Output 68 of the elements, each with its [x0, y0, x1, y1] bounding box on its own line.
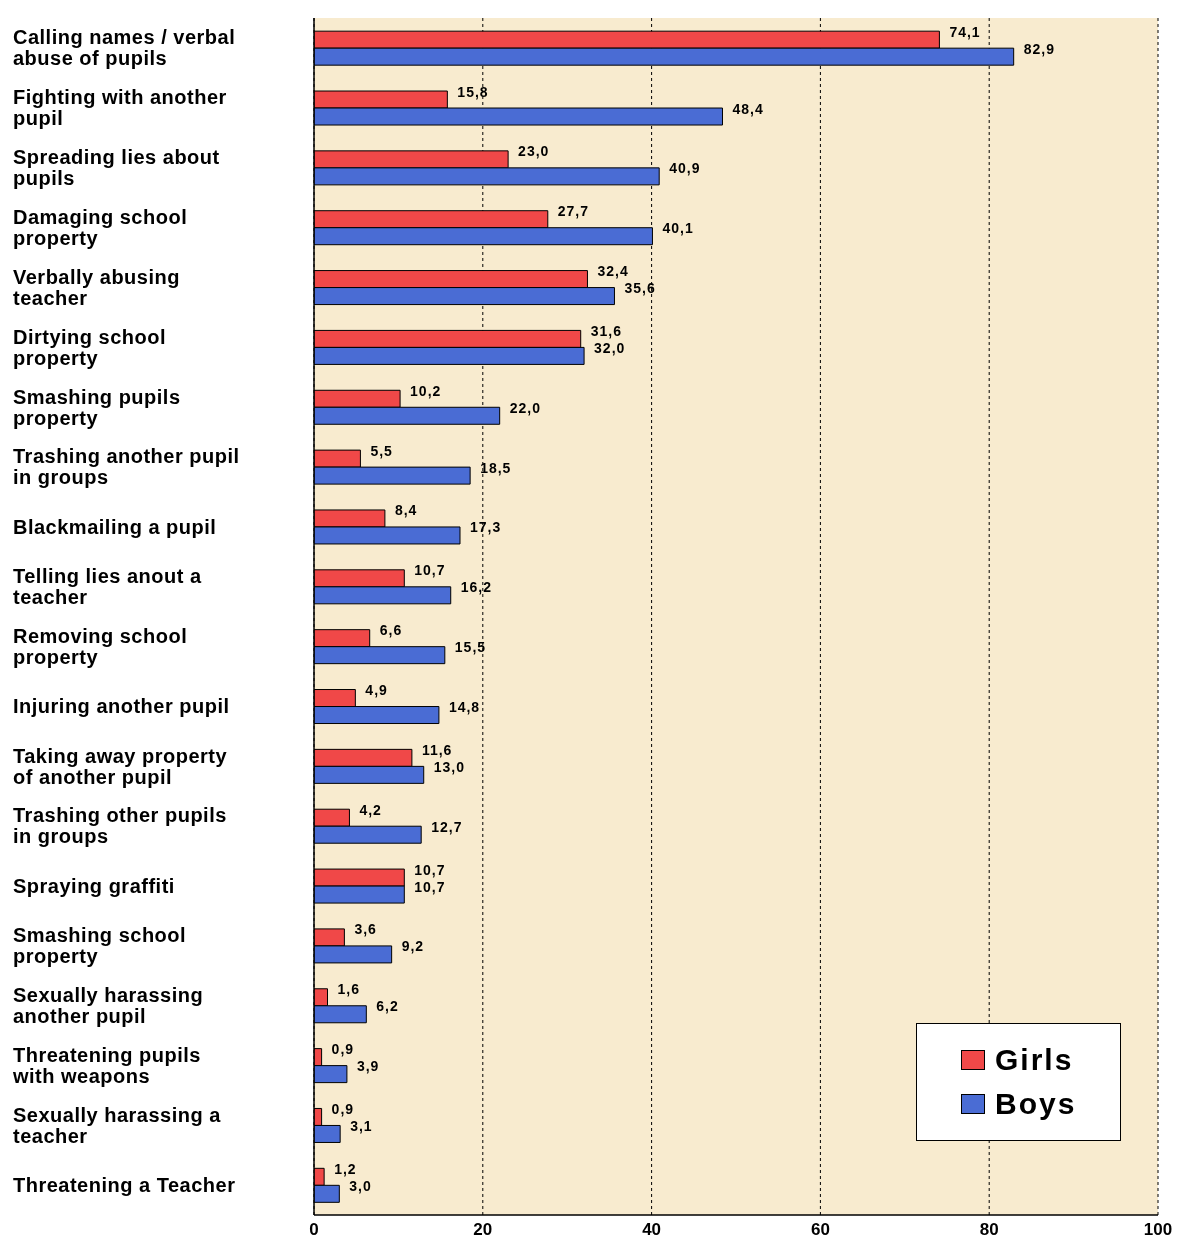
y-tick-label: Telling lies anout a teacher [13, 565, 202, 609]
data-label: 15,5 [454, 639, 487, 656]
data-label: 5,5 [370, 442, 393, 459]
y-tick-label: Removing school property [13, 624, 188, 668]
y-tick-label: Verbally abusing teacher [13, 265, 180, 309]
data-label: 9,2 [401, 938, 425, 955]
y-tick-label: Trashing other pupils in groups [13, 804, 227, 848]
data-label: 12,7 [431, 818, 463, 835]
y-tick-label: Threatening pupils with weapons [12, 1043, 201, 1087]
data-label: 74,1 [949, 23, 981, 40]
data-label: 3,6 [354, 921, 377, 938]
legend-label: Girls [995, 1043, 1074, 1077]
x-tick-label: 0 [309, 1220, 319, 1240]
data-label: 27,7 [557, 203, 590, 220]
data-label: 13,0 [433, 758, 465, 775]
data-label: 1,6 [337, 981, 360, 998]
data-label: 82,9 [1023, 40, 1055, 57]
data-label: 10,7 [414, 562, 446, 579]
data-label: 14,8 [448, 699, 481, 716]
x-tick-label: 80 [979, 1220, 999, 1240]
data-label: 32,4 [597, 263, 629, 280]
data-label: 4,2 [359, 801, 382, 818]
data-label: 40,1 [662, 220, 694, 237]
y-tick-label: Injuring another pupil [13, 695, 230, 718]
x-tick-label: 60 [810, 1220, 830, 1240]
y-tick-label: Dirtying school property [13, 325, 167, 369]
data-label: 16,2 [460, 579, 492, 596]
data-label: 35,6 [624, 280, 656, 297]
data-label: 3,9 [356, 1058, 380, 1075]
data-label: 0,9 [331, 1041, 355, 1058]
y-tick-label: Smashing school property [13, 924, 187, 968]
data-label: 6,6 [379, 622, 403, 639]
y-tick-label: Spraying graffiti [13, 874, 175, 897]
data-label: 10,7 [414, 878, 446, 895]
y-tick-label: Sexually harassing another pupil [13, 984, 204, 1028]
y-tick-label: Threatening a Teacher [13, 1174, 236, 1197]
y-tick-label: Fighting with another pupil [13, 86, 227, 130]
data-label: 8,4 [394, 502, 418, 519]
data-label: 0,9 [331, 1100, 355, 1117]
data-label: 10,7 [414, 861, 446, 878]
y-tick-label: Spreading lies about pupils [13, 146, 220, 190]
data-label: 17,3 [470, 519, 502, 536]
data-label: 3,0 [349, 1177, 372, 1194]
data-label: 48,4 [732, 100, 764, 117]
x-tick-label: 20 [473, 1220, 493, 1240]
data-label: 1,2 [334, 1160, 357, 1177]
data-label: 23,0 [518, 143, 550, 160]
data-label: 11,6 [421, 741, 453, 758]
data-label: 31,6 [590, 322, 622, 339]
data-label: 32,0 [594, 339, 626, 356]
y-tick-label: Damaging school property [13, 205, 188, 249]
y-tick-label: Taking away property of another pupil [13, 744, 228, 788]
data-label: 3,1 [350, 1117, 373, 1134]
data-label: 4,9 [365, 682, 388, 699]
data-label: 22,0 [509, 399, 541, 416]
data-label: 40,9 [669, 160, 701, 177]
data-label: 15,8 [457, 83, 489, 100]
x-tick-label: 100 [1143, 1220, 1173, 1240]
y-tick-label: Trashing another pupil in groups [13, 445, 240, 489]
y-tick-label: Blackmailing a pupil [13, 515, 217, 538]
y-tick-label: Sexually harassing a teacher [13, 1103, 222, 1147]
data-label: 10,2 [410, 382, 442, 399]
data-label: 6,2 [376, 998, 399, 1015]
y-tick-label: Calling names / verbal abuse of pupils [13, 26, 236, 70]
y-tick-label: Smashing pupils property [13, 385, 181, 429]
legend-label: Boys [995, 1087, 1077, 1121]
x-tick-label: 40 [642, 1220, 662, 1240]
data-label: 18,5 [480, 459, 512, 476]
